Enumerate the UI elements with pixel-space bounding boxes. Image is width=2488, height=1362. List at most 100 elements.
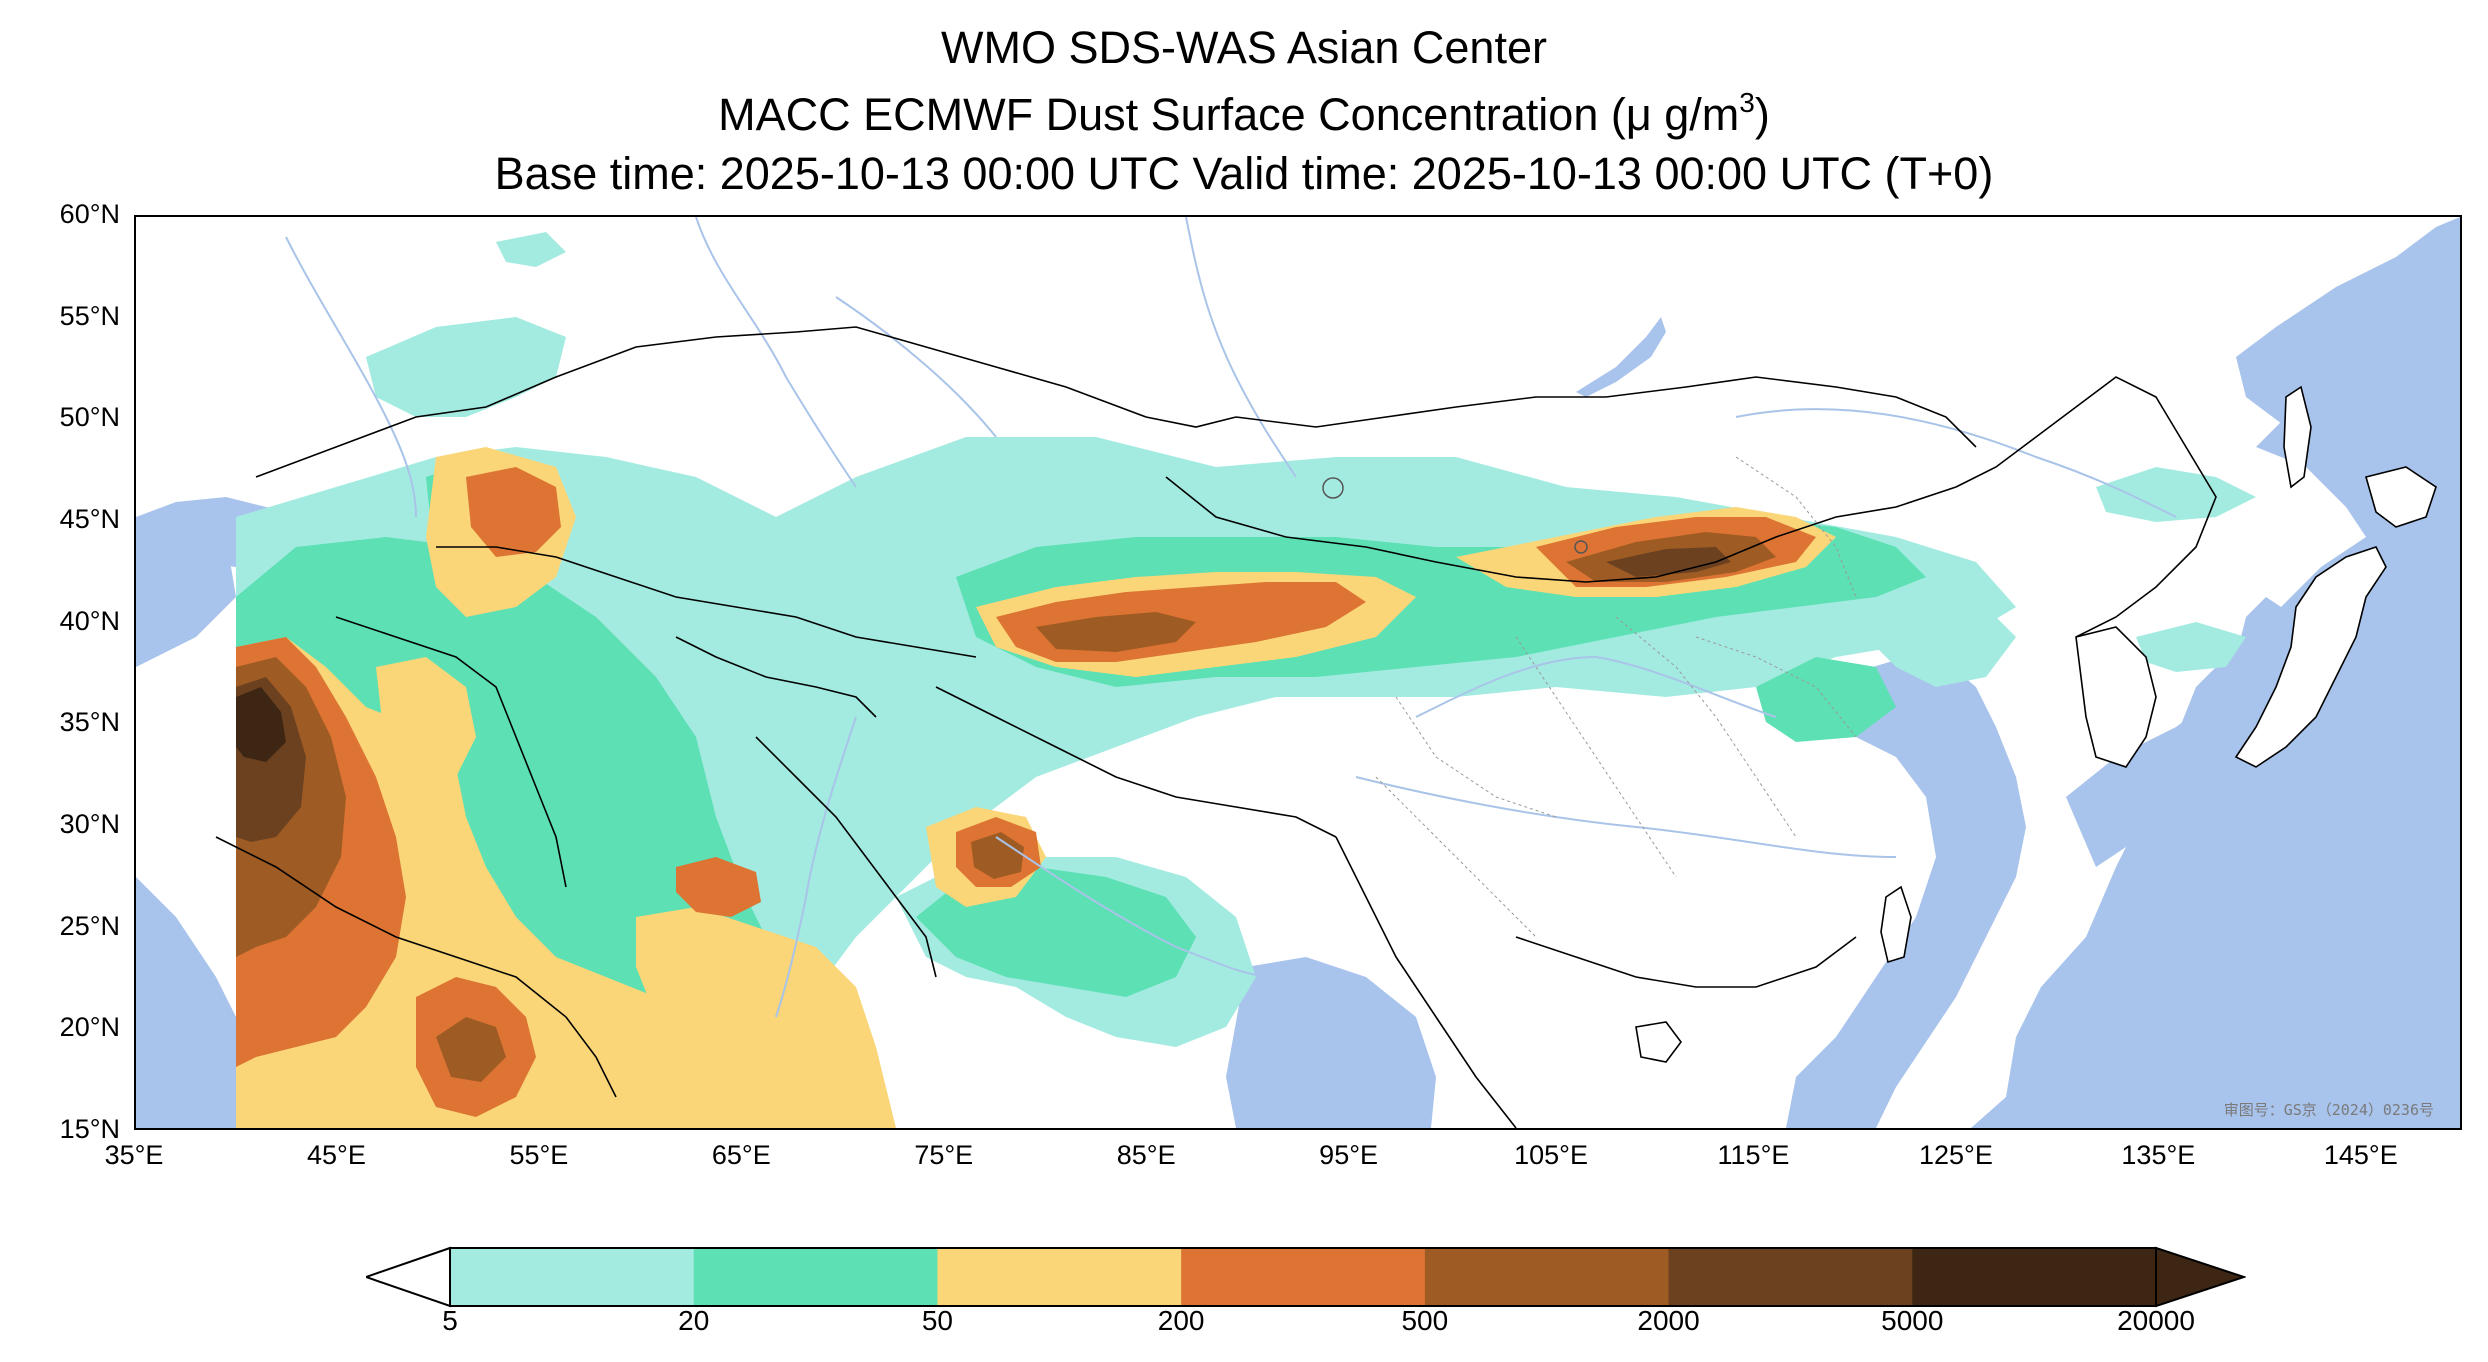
yenisei-river xyxy=(1185,217,1297,478)
china-southeast-border xyxy=(1515,936,1857,988)
islands xyxy=(1635,385,2437,1063)
dust-band-500-2000-thar xyxy=(971,832,1024,879)
lat-tick-label: 45°N xyxy=(59,504,120,534)
colorbar-tick-label: 50 xyxy=(921,1305,953,1336)
amur-river xyxy=(1735,408,2177,518)
dust-band-5000-20000 xyxy=(236,687,286,762)
india-pakistan-border xyxy=(755,736,937,978)
province-line-6 xyxy=(1735,456,1857,598)
colorbar xyxy=(366,1246,2246,1308)
colorbar-tick-label: 500 xyxy=(1401,1305,1449,1336)
china-northeast-border xyxy=(1955,376,2217,638)
north-pacific-sea xyxy=(2236,217,2460,437)
dust-band-2000-5000-gobi xyxy=(1606,547,1731,577)
colorbar-segment xyxy=(1668,1248,1913,1306)
ob-river xyxy=(695,217,857,488)
bay-of-bengal xyxy=(1226,957,1436,1128)
lon-tick-label: 75°E xyxy=(914,1140,974,1170)
lon-tick-label: 55°E xyxy=(509,1140,569,1170)
colorbar-segment xyxy=(1424,1248,1670,1306)
lat-tick-label: 30°N xyxy=(59,809,120,839)
lon-tick-label: 35°E xyxy=(104,1140,164,1170)
volga-river xyxy=(285,236,417,518)
country-borders xyxy=(215,326,2217,1128)
dust-band-5-20-korea xyxy=(2136,622,2246,672)
dust-band-500-2000-taklamakan xyxy=(1036,612,1196,652)
colorbar-tick-label: 20 xyxy=(678,1305,710,1336)
india-china-border xyxy=(935,686,1337,838)
lon-tick-label: 125°E xyxy=(1918,1140,1993,1170)
lon-tick-label: 45°E xyxy=(307,1140,366,1170)
colorbar-tick-label: 5 xyxy=(442,1305,458,1336)
yangtze-river xyxy=(1355,776,1897,858)
lat-tick-label: 35°N xyxy=(59,707,120,738)
yellow-river xyxy=(1415,655,1777,718)
title-product: MACC ECMWF Dust Surface Concentration ( xyxy=(718,89,1626,140)
korean-peninsula xyxy=(2075,626,2157,768)
title-unit-exponent: 3 xyxy=(1739,87,1755,118)
map-panel: 审图号：GS京（2024）0236号 xyxy=(134,215,2462,1130)
colorbar-tick-label: 2000 xyxy=(1637,1305,1700,1336)
afghanistan-borders xyxy=(675,636,877,718)
arabia-borders xyxy=(215,836,617,1098)
lon-tick-label: 85°E xyxy=(1116,1140,1176,1170)
hokkaido-island xyxy=(2365,466,2437,528)
lat-tick-label: 40°N xyxy=(59,605,120,636)
dust-band-50-200-thar xyxy=(636,907,896,1128)
dust-map xyxy=(136,217,2460,1128)
dust-band-200-500-kyzylkum xyxy=(466,467,561,557)
taiwan-island xyxy=(1880,885,1912,964)
colorbar-tick-label: 20000 xyxy=(2117,1305,2195,1336)
china-mongolia-border xyxy=(1165,476,1957,583)
colorbar-outline xyxy=(449,1247,2157,1307)
lat-tick-label: 55°N xyxy=(59,300,120,331)
lon-tick-label: 95°E xyxy=(1319,1140,1379,1170)
lon-tick-label: 65°E xyxy=(711,1140,771,1170)
title-line-3: Base time: 2025-10-13 00:00 UTC Valid ti… xyxy=(494,148,1994,199)
dust-band-5-20-northeast xyxy=(2096,467,2256,522)
japan-sea xyxy=(2066,597,2296,867)
lat-tick-label: 20°N xyxy=(59,1012,120,1043)
central-asia-borders xyxy=(436,546,977,658)
dust-band-5-20-russia-north xyxy=(366,317,566,417)
southeast-asia-borders xyxy=(1335,836,1517,1128)
province-line-1 xyxy=(1395,696,1557,818)
lon-tick-label: 135°E xyxy=(2121,1140,2196,1170)
lon-tick-label: 105°E xyxy=(1514,1140,1588,1170)
russia-kazakhstan-border xyxy=(255,326,1237,478)
dust-band-50-200-iran xyxy=(376,657,476,787)
lat-tick-label: 25°N xyxy=(59,910,120,941)
lat-tick-label: 60°N xyxy=(59,199,120,229)
ganges-river xyxy=(995,836,1277,978)
rivers xyxy=(285,217,2177,1018)
ulaanbaatar-marker xyxy=(1322,477,1344,499)
province-line-5 xyxy=(1375,776,1537,938)
yellow-sea xyxy=(1786,657,2026,1128)
colorbar-under-extension xyxy=(366,1246,451,1308)
colorbar-segment xyxy=(1181,1248,1426,1306)
lat-tick-label: 50°N xyxy=(59,402,120,433)
province-line-4 xyxy=(1695,636,1857,738)
dust-band-200-500-baluch xyxy=(676,857,761,917)
sakhalin-island xyxy=(2283,385,2312,489)
colorbar-segment xyxy=(1912,1248,2157,1306)
beijing-marker xyxy=(1574,540,1588,554)
irtysh-river xyxy=(835,296,997,438)
russia-mongolia-border xyxy=(1235,376,1977,448)
title-unit: μ g/m xyxy=(1625,89,1740,140)
review-stamp: 审图号：GS京（2024）0236号 xyxy=(2223,1101,2434,1119)
dust-band-5000-20000-syria xyxy=(236,687,286,762)
province-borders xyxy=(1375,456,1857,938)
colorbar-tick-label: 200 xyxy=(1157,1305,1205,1336)
dust-band-5-20-ural xyxy=(496,232,566,267)
title-close-paren: ) xyxy=(1754,89,1770,140)
province-line-2 xyxy=(1515,636,1677,878)
dust-concentration-field xyxy=(236,232,2256,1128)
lon-tick-label: 145°E xyxy=(2323,1140,2398,1170)
title-line-2: MACC ECMWF Dust Surface Concentration (μ… xyxy=(0,89,2488,141)
colorbar-segment xyxy=(450,1248,695,1306)
title-line-1: WMO SDS-WAS Asian Center xyxy=(941,22,1547,73)
iran-borders xyxy=(335,616,567,888)
colorbar-over-extension xyxy=(2155,1246,2246,1308)
mongolia-markers xyxy=(1322,477,1588,554)
